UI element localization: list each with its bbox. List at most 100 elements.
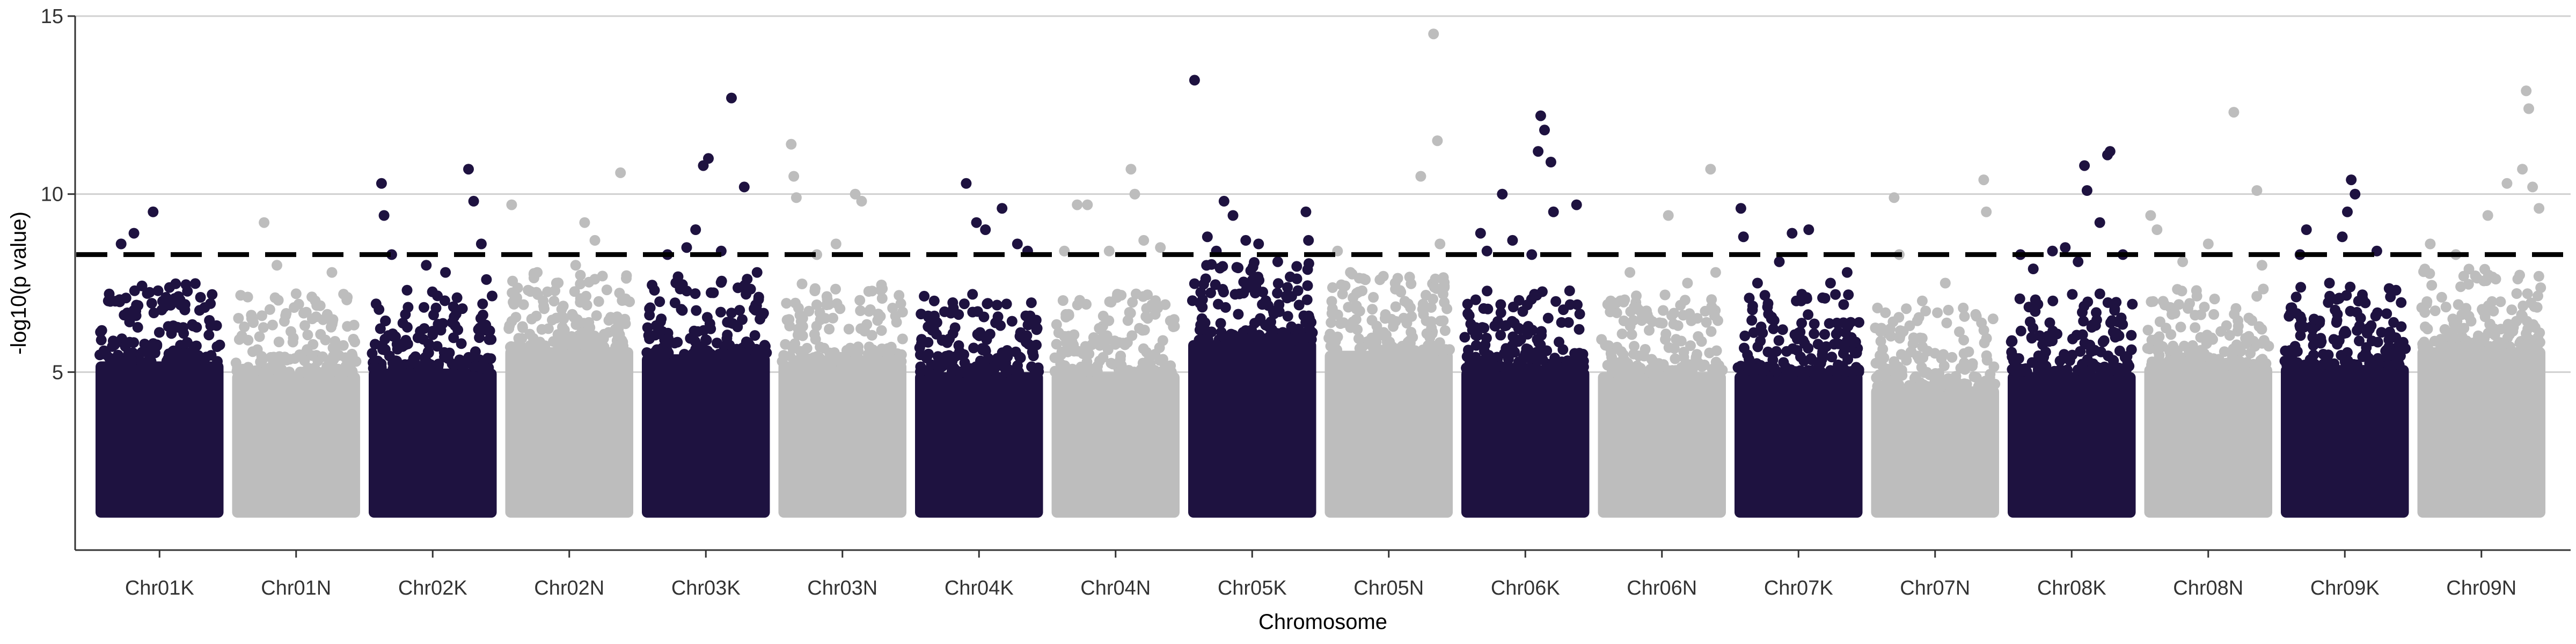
point [1472, 330, 1483, 341]
points-scatter-Chr08N [2142, 283, 2274, 371]
point [1806, 354, 1818, 365]
point [1967, 361, 1978, 371]
point [873, 355, 884, 366]
point [876, 293, 888, 304]
point [2531, 302, 2543, 313]
point-Chr04K-3 [971, 217, 982, 228]
point [1762, 346, 1774, 357]
point [984, 328, 996, 340]
point [610, 324, 621, 335]
point [790, 297, 801, 309]
points-bulk-Chr01N [232, 372, 360, 518]
point [342, 321, 353, 332]
point [865, 304, 876, 315]
point-Chr06K-5 [1533, 146, 1544, 157]
point [2208, 309, 2220, 320]
point [1574, 324, 1585, 335]
point-Chr07K-2 [1752, 277, 1763, 289]
point [401, 321, 413, 333]
point [1901, 303, 1912, 314]
point [2146, 296, 2157, 308]
point [2033, 365, 2044, 377]
point [2037, 339, 2048, 350]
point [2169, 308, 2180, 319]
point [457, 303, 468, 314]
point [405, 358, 416, 370]
point [2354, 320, 2365, 332]
point-Chr05N-3 [1389, 277, 1401, 289]
point [1988, 361, 2000, 372]
point [1023, 339, 1034, 350]
point [1090, 367, 1101, 378]
point-Chr02N-0 [506, 199, 517, 210]
point [2340, 327, 2352, 339]
x-axis-ticks: Chr01K Chr01N Chr02K Chr02N Chr03K Chr03N Chr0… [125, 550, 2516, 599]
point [649, 347, 661, 358]
point [1097, 310, 1109, 321]
point [1417, 304, 1428, 315]
point [1906, 380, 1918, 392]
point [2512, 273, 2523, 284]
point-Chr01N-5 [326, 267, 338, 278]
point [156, 304, 167, 316]
point [2199, 302, 2210, 313]
point [299, 355, 310, 367]
point [433, 358, 444, 370]
point [2318, 358, 2329, 370]
point [1144, 361, 1155, 372]
point [712, 338, 722, 349]
point [293, 298, 304, 310]
point [855, 323, 867, 334]
point [2154, 316, 2165, 327]
point [428, 309, 439, 320]
point-Chr06K-1 [1481, 245, 1492, 257]
point [923, 310, 934, 321]
point [1938, 360, 1950, 371]
point [1254, 330, 1265, 341]
point-Chr01K-3 [148, 206, 159, 217]
point [1889, 365, 1900, 377]
point [2522, 288, 2533, 299]
point [474, 332, 485, 343]
point [1773, 335, 1784, 346]
point [2357, 351, 2368, 362]
point [543, 323, 554, 334]
x-tick-label-Chr07N: Chr07N [1900, 577, 1970, 599]
x-tick-label-Chr03K: Chr03K [671, 577, 741, 599]
point [330, 345, 341, 356]
point [1675, 299, 1686, 311]
point [1953, 378, 1964, 390]
point [1677, 361, 1688, 372]
point [1056, 346, 1067, 357]
point [967, 289, 978, 300]
point [894, 290, 905, 301]
point [250, 365, 261, 376]
point [1550, 296, 1562, 307]
point [269, 292, 281, 303]
point [1272, 288, 1283, 299]
point-Chr05N-6 [1432, 135, 1443, 147]
point-Chr01N-4 [310, 295, 321, 306]
point [1303, 258, 1314, 269]
point [1796, 318, 1807, 329]
point [1304, 313, 1315, 324]
point [840, 356, 851, 367]
point-Chr09N-2 [2482, 210, 2493, 221]
point-Chr04K-2 [961, 178, 972, 189]
point [1217, 284, 1228, 295]
point [187, 320, 199, 332]
points-scatter-Chr05N [1323, 268, 1455, 356]
point-Chr02K-0 [376, 178, 387, 189]
point [1257, 299, 1268, 310]
point [749, 303, 760, 314]
point [1877, 343, 1889, 355]
point [974, 360, 985, 371]
point [2102, 297, 2113, 308]
point [1247, 275, 1258, 286]
point [2248, 359, 2259, 370]
points-highlights [103, 28, 2545, 332]
point [477, 298, 488, 310]
point [865, 348, 875, 360]
point [1336, 279, 1347, 290]
point [281, 308, 292, 319]
